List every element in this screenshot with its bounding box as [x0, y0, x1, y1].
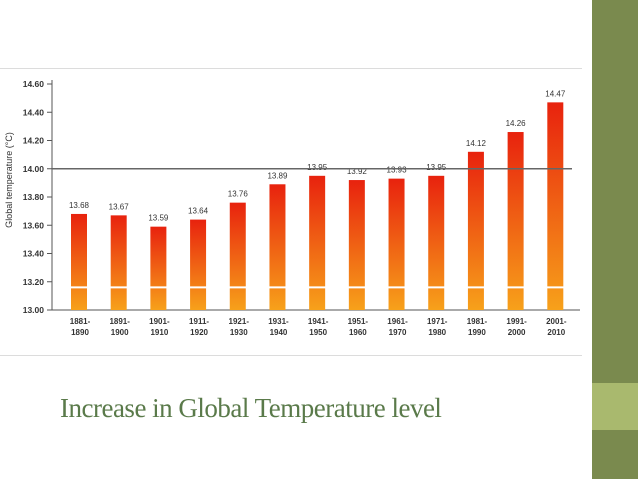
x-tick-label: 1960 [349, 328, 367, 337]
x-tick-label: 1990 [468, 328, 486, 337]
sidebar-bottom-band [592, 430, 638, 479]
temperature-bar-chart: Global temperature (°C) 13.0013.2013.401… [4, 79, 580, 337]
bar [388, 178, 405, 310]
x-tick-label: 1991- [506, 317, 527, 326]
x-tick-label: 1981- [467, 317, 488, 326]
data-label: 13.68 [69, 201, 90, 210]
bar [110, 215, 127, 310]
data-label: 13.59 [148, 214, 169, 223]
bar [269, 184, 286, 310]
data-label: 14.47 [545, 89, 566, 98]
x-tick-label: 1950 [309, 328, 327, 337]
data-label: 13.95 [426, 163, 447, 172]
y-axis-label: Global temperature (°C) [4, 132, 14, 228]
x-tick-label: 2000 [508, 328, 526, 337]
y-tick-label: 13.60 [23, 220, 45, 230]
data-label: 13.64 [188, 207, 209, 216]
bar [348, 180, 365, 310]
data-label: 13.93 [387, 166, 408, 175]
data-label: 13.67 [109, 202, 130, 211]
x-tick-label: 1900 [111, 328, 129, 337]
x-tick-label: 1891- [109, 317, 130, 326]
y-tick-label: 14.40 [23, 107, 45, 117]
bar [428, 175, 445, 310]
y-tick-label: 13.00 [23, 305, 45, 315]
data-label: 13.89 [267, 171, 288, 180]
y-tick-label: 14.00 [23, 164, 45, 174]
x-tick-label: 1921- [229, 317, 250, 326]
x-tick-label: 1980 [428, 328, 446, 337]
x-tick-label: 1910 [150, 328, 168, 337]
bar [190, 219, 207, 310]
bar [309, 175, 326, 310]
y-tick-label: 14.60 [23, 79, 45, 89]
x-tick-label: 1971- [427, 317, 448, 326]
bar [507, 132, 524, 310]
x-tick-label: 2001- [546, 317, 567, 326]
x-tick-label: 1931- [268, 317, 289, 326]
data-label: 13.92 [347, 167, 368, 176]
x-tick-label: 1881- [70, 317, 91, 326]
y-tick-label: 13.20 [23, 277, 45, 287]
bar [467, 151, 484, 310]
bar [547, 102, 564, 310]
y-tick-label: 13.40 [23, 249, 45, 259]
y-tick-label: 14.20 [23, 136, 45, 146]
x-tick-label: 1940 [270, 328, 288, 337]
slide-title: Increase in Global Temperature level [60, 393, 442, 423]
x-tick-label: 1901- [149, 317, 170, 326]
data-label: 13.76 [228, 190, 249, 199]
data-label: 13.95 [307, 163, 328, 172]
x-tick-label: 1890 [71, 328, 89, 337]
x-tick-label: 1961- [387, 317, 408, 326]
x-tick-label: 1911- [189, 317, 209, 326]
y-tick-label: 13.80 [23, 192, 45, 202]
sidebar-mid-band [592, 383, 638, 430]
data-label: 14.12 [466, 139, 487, 148]
bar [71, 213, 87, 310]
x-tick-label: 1930 [230, 328, 248, 337]
bar [150, 226, 167, 310]
sidebar-top-band [592, 0, 638, 383]
plot-area: 13.00 13.20 13.40 13.60 13.80 14.00 14.20 14.40… [23, 79, 580, 337]
x-tick-label: 1941- [308, 317, 329, 326]
x-tick-label: 1951- [348, 317, 369, 326]
data-label: 14.26 [506, 119, 527, 128]
bar [229, 202, 246, 310]
x-tick-label: 2010 [547, 328, 565, 337]
x-tick-label: 1920 [190, 328, 208, 337]
chart-frame [0, 68, 582, 356]
x-tick-label: 1970 [389, 328, 407, 337]
